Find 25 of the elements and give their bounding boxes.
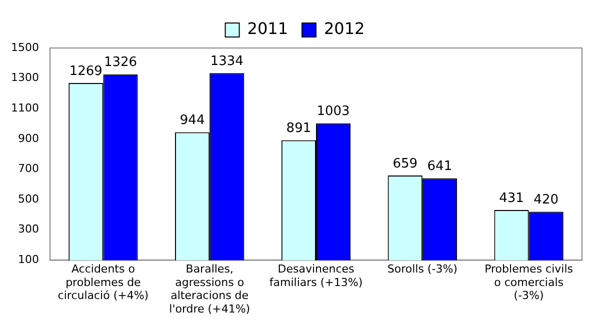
x-tick-label: Problemes civils o comercials (-3%)	[484, 262, 574, 302]
data-label: 944	[180, 113, 205, 128]
y-tick-label: 100	[18, 253, 39, 266]
data-label: 1334	[210, 54, 244, 70]
y-tick-label: 1100	[10, 101, 39, 114]
data-label: 1003	[316, 104, 350, 120]
legend-label: 2012	[324, 19, 365, 38]
data-label: 420	[534, 192, 559, 208]
x-tick-label: Baralles, agressions o alteracions de l'ordre (+41%)	[169, 262, 250, 316]
y-tick-label: 1300	[10, 71, 39, 84]
legend-label: 2011	[247, 19, 288, 38]
data-label: 891	[286, 121, 312, 136]
data-label: 641	[427, 159, 452, 174]
x-tick-label: Desavinences familiars (+13%)	[269, 262, 363, 289]
data-label: 1326	[104, 55, 138, 70]
x-tick-label: Sorolls (-3%)	[387, 262, 458, 276]
data-label: 431	[499, 190, 524, 206]
x-tick-label: Accidents o problemes de circulació (+4%)	[58, 262, 149, 302]
y-tick-label: 1500	[10, 40, 39, 54]
data-label: 1269	[69, 64, 102, 79]
y-tick-label: 500	[18, 192, 39, 206]
y-tick-label: 700	[18, 162, 39, 176]
y-tick-label: 300	[18, 222, 39, 236]
y-tick-label: 900	[18, 132, 39, 145]
data-label: 659	[392, 156, 418, 172]
